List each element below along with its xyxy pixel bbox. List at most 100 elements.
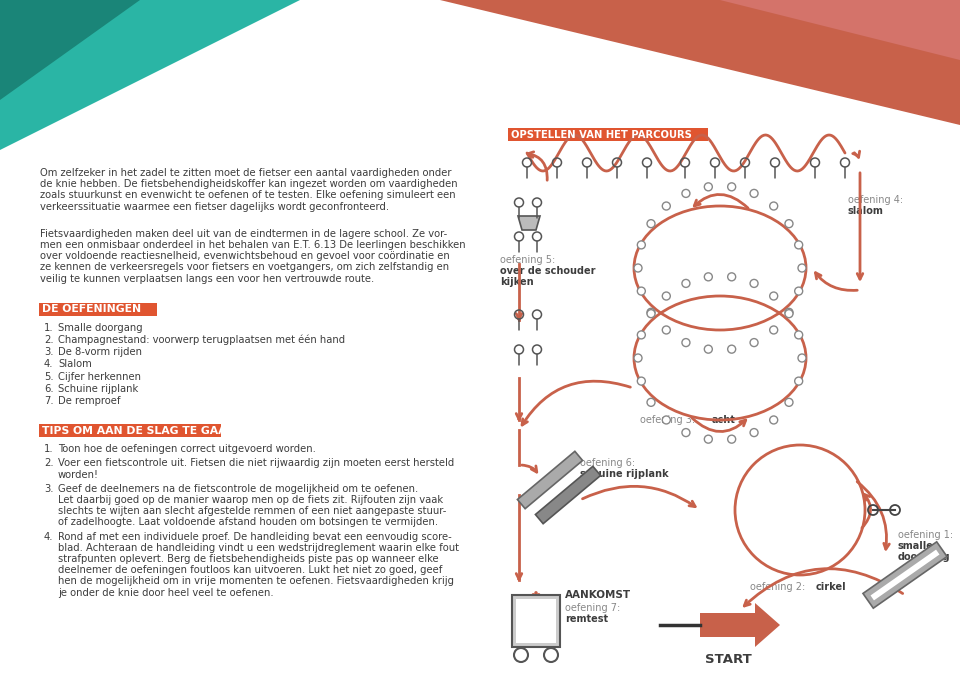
Circle shape bbox=[634, 354, 642, 362]
Text: Fietsvaardigheden maken deel uit van de eindtermen in de lagere school. Ze vor-: Fietsvaardigheden maken deel uit van de … bbox=[40, 229, 447, 239]
Circle shape bbox=[728, 435, 735, 443]
Circle shape bbox=[662, 292, 670, 300]
Text: 4.: 4. bbox=[44, 532, 54, 541]
Text: kijken: kijken bbox=[500, 277, 534, 287]
Text: 7.: 7. bbox=[44, 396, 54, 406]
Polygon shape bbox=[0, 0, 300, 150]
Circle shape bbox=[795, 287, 803, 295]
Circle shape bbox=[785, 398, 793, 406]
Circle shape bbox=[705, 273, 712, 281]
Text: AANKOMST: AANKOMST bbox=[565, 590, 631, 600]
Text: oefening 3:: oefening 3: bbox=[640, 415, 698, 425]
Text: Schuine rijplank: Schuine rijplank bbox=[58, 384, 138, 393]
Text: 1.: 1. bbox=[44, 323, 54, 333]
Text: zoals stuurkunst en evenwicht te oefenen of te testen. Elke oefening simuleert e: zoals stuurkunst en evenwicht te oefenen… bbox=[40, 190, 456, 201]
Text: deelnemer de oefeningen foutloos kan uitvoeren. Lukt het niet zo goed, geef: deelnemer de oefeningen foutloos kan uit… bbox=[58, 565, 443, 575]
Text: over voldoende reactiesnelheid, evenwichtsbehoud en gevoel voor coördinatie en: over voldoende reactiesnelheid, evenwich… bbox=[40, 251, 449, 261]
Circle shape bbox=[637, 331, 645, 339]
Text: 4.: 4. bbox=[44, 359, 54, 369]
Circle shape bbox=[750, 429, 758, 437]
Text: ze kennen de verkeersregels voor fietsers en voetgangers, om zich zelfstandig en: ze kennen de verkeersregels voor fietser… bbox=[40, 262, 449, 273]
Circle shape bbox=[785, 220, 793, 228]
Text: oefening 2:: oefening 2: bbox=[750, 582, 808, 592]
Text: 2.: 2. bbox=[44, 459, 54, 468]
Text: 5.: 5. bbox=[44, 371, 54, 382]
Circle shape bbox=[682, 280, 690, 287]
Circle shape bbox=[770, 416, 778, 424]
Circle shape bbox=[705, 183, 712, 191]
Text: blad. Achteraan de handleiding vindt u een wedstrijdreglement waarin elke fout: blad. Achteraan de handleiding vindt u e… bbox=[58, 543, 459, 553]
Text: veilig te kunnen verplaatsen langs een voor hen vertrouwde route.: veilig te kunnen verplaatsen langs een v… bbox=[40, 273, 374, 284]
Circle shape bbox=[662, 416, 670, 424]
Text: 1.: 1. bbox=[44, 444, 54, 454]
Text: slechts te wijten aan slecht afgestelde remmen of een niet aangepaste stuur-: slechts te wijten aan slecht afgestelde … bbox=[58, 506, 446, 516]
Text: OPSTELLEN VAN HET PARCOURS: OPSTELLEN VAN HET PARCOURS bbox=[511, 130, 692, 139]
Text: TIPS OM AAN DE SLAG TE GAAN: TIPS OM AAN DE SLAG TE GAAN bbox=[42, 425, 235, 436]
Circle shape bbox=[647, 220, 655, 228]
Circle shape bbox=[634, 264, 642, 272]
Text: doorgang: doorgang bbox=[898, 552, 950, 562]
Text: schuine rijplank: schuine rijplank bbox=[580, 469, 668, 479]
Text: 3.: 3. bbox=[44, 484, 54, 494]
Text: strafpunten oplevert. Berg de fietsbehendigheids piste pas op wanneer elke: strafpunten oplevert. Berg de fietsbehen… bbox=[58, 554, 439, 564]
Polygon shape bbox=[720, 0, 960, 60]
Circle shape bbox=[647, 398, 655, 406]
Text: oefening 7:: oefening 7: bbox=[565, 603, 620, 613]
Polygon shape bbox=[512, 595, 560, 647]
Text: DE OEFENINGEN: DE OEFENINGEN bbox=[42, 304, 141, 314]
FancyBboxPatch shape bbox=[39, 303, 157, 316]
Circle shape bbox=[750, 339, 758, 346]
Text: Rond af met een individuele proef. De handleiding bevat een eenvoudig score-: Rond af met een individuele proef. De ha… bbox=[58, 532, 452, 541]
Text: de knie hebben. De fietsbehendigheidskoffer kan ingezet worden om vaardigheden: de knie hebben. De fietsbehendigheidskof… bbox=[40, 179, 458, 189]
Text: men een onmisbaar onderdeel in het behalen van E.T. 6.13 De leerlingen beschikke: men een onmisbaar onderdeel in het behal… bbox=[40, 240, 466, 250]
Polygon shape bbox=[440, 0, 960, 125]
Text: slalom: slalom bbox=[848, 206, 884, 216]
Polygon shape bbox=[871, 550, 940, 600]
FancyBboxPatch shape bbox=[508, 128, 708, 141]
Text: cirkel: cirkel bbox=[816, 582, 847, 592]
Circle shape bbox=[728, 273, 735, 281]
Text: Let daarbij goed op de manier waarop men op de fiets zit. Rijfouten zijn vaak: Let daarbij goed op de manier waarop men… bbox=[58, 495, 444, 505]
Text: Voer een fietscontrole uit. Fietsen die niet rijwaardig zijn moeten eerst herste: Voer een fietscontrole uit. Fietsen die … bbox=[58, 459, 454, 468]
Circle shape bbox=[637, 241, 645, 249]
Circle shape bbox=[647, 308, 655, 316]
Circle shape bbox=[728, 345, 735, 353]
Polygon shape bbox=[863, 542, 947, 608]
Text: START: START bbox=[705, 653, 752, 666]
Text: oefening 5:: oefening 5: bbox=[500, 255, 555, 265]
Text: acht: acht bbox=[712, 415, 736, 425]
Polygon shape bbox=[516, 599, 556, 643]
FancyBboxPatch shape bbox=[39, 424, 221, 437]
Text: je onder de knie door heel veel te oefenen.: je onder de knie door heel veel te oefen… bbox=[58, 588, 274, 598]
Text: 6.: 6. bbox=[44, 384, 54, 393]
Text: Cijfer herkennen: Cijfer herkennen bbox=[58, 371, 141, 382]
Circle shape bbox=[662, 326, 670, 334]
Circle shape bbox=[795, 331, 803, 339]
Text: De 8-vorm rijden: De 8-vorm rijden bbox=[58, 347, 142, 357]
Text: Om zelfzeker in het zadel te zitten moet de fietser een aantal vaardigheden onde: Om zelfzeker in het zadel te zitten moet… bbox=[40, 168, 451, 178]
Circle shape bbox=[770, 292, 778, 300]
Circle shape bbox=[647, 310, 655, 318]
Circle shape bbox=[798, 264, 806, 272]
Circle shape bbox=[770, 202, 778, 210]
Circle shape bbox=[682, 339, 690, 346]
Polygon shape bbox=[536, 466, 601, 524]
Text: smalle: smalle bbox=[898, 541, 934, 551]
Circle shape bbox=[705, 435, 712, 443]
Text: worden!: worden! bbox=[58, 470, 99, 480]
Circle shape bbox=[785, 308, 793, 316]
Circle shape bbox=[795, 241, 803, 249]
Polygon shape bbox=[518, 216, 540, 230]
Circle shape bbox=[795, 377, 803, 385]
Polygon shape bbox=[700, 603, 780, 647]
Circle shape bbox=[798, 354, 806, 362]
Text: hen de mogelijkheid om in vrije momenten te oefenen. Fietsvaardigheden krijg: hen de mogelijkheid om in vrije momenten… bbox=[58, 577, 454, 586]
Text: over de schouder: over de schouder bbox=[500, 266, 595, 276]
Circle shape bbox=[682, 189, 690, 197]
Text: of zadelhoogte. Laat voldoende afstand houden om botsingen te vermijden.: of zadelhoogte. Laat voldoende afstand h… bbox=[58, 518, 438, 527]
Text: oefening 4:: oefening 4: bbox=[848, 195, 903, 205]
Text: Toon hoe de oefeningen correct uitgevoerd worden.: Toon hoe de oefeningen correct uitgevoer… bbox=[58, 444, 316, 454]
Circle shape bbox=[750, 280, 758, 287]
Circle shape bbox=[682, 429, 690, 437]
Polygon shape bbox=[0, 0, 140, 100]
